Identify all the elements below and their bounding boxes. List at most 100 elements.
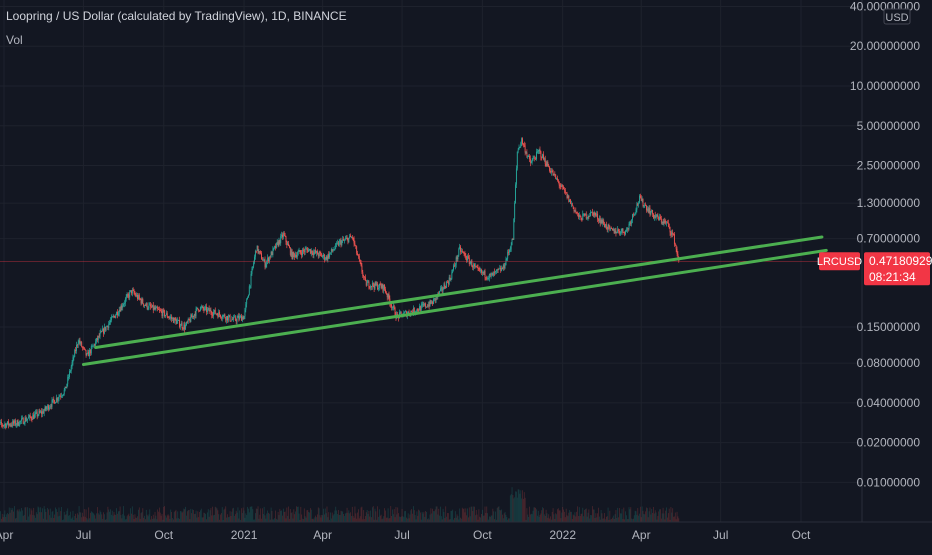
volume-bar [241, 508, 242, 522]
volume-bar [8, 514, 9, 522]
candle-body [423, 304, 424, 305]
candle-body [8, 421, 9, 425]
volume-bar [280, 511, 281, 522]
candle-body [111, 317, 112, 320]
volume-bar [375, 511, 376, 522]
candle-body [489, 274, 490, 278]
candle-body [575, 211, 576, 213]
volume-bar [598, 508, 599, 522]
candle-body [191, 315, 192, 317]
candle-body [534, 158, 535, 159]
candle-body [193, 316, 194, 317]
candle-body [654, 215, 655, 218]
candle-body [16, 424, 17, 425]
volume-bar [30, 515, 31, 522]
volume-bar [250, 507, 251, 522]
volume-bar [599, 517, 600, 522]
volume-bar [279, 509, 280, 522]
volume-bar [32, 510, 33, 522]
volume-bar [188, 510, 189, 522]
candle-body [328, 254, 329, 257]
candle-body [205, 307, 206, 308]
volume-bar [181, 511, 182, 522]
candle-body [522, 138, 523, 144]
volume-bar [189, 510, 190, 522]
volume-bar [455, 511, 456, 522]
volume-bar [631, 519, 632, 522]
volume-bar [635, 511, 636, 522]
candle-body [455, 265, 456, 266]
volume-bar [646, 508, 647, 522]
volume-bar [630, 507, 631, 522]
candle-body [372, 283, 373, 287]
candle-body [210, 310, 211, 313]
volume-bar [348, 513, 349, 522]
candle-body [93, 346, 94, 347]
candle-body [501, 268, 502, 271]
candle-body [265, 260, 266, 268]
volume-bar [227, 514, 228, 522]
volume-bar [137, 516, 138, 522]
candle-body [217, 314, 218, 317]
candle-body [23, 418, 24, 424]
volume-bar [520, 490, 521, 522]
volume-bar [54, 515, 55, 522]
volume-bar [393, 514, 394, 522]
candle-body [568, 196, 569, 202]
candle-body [464, 253, 465, 254]
volume-bar [112, 511, 113, 522]
candle-body [63, 394, 64, 395]
volume-bar [103, 512, 104, 522]
candle-body [475, 266, 476, 267]
candle-body [519, 147, 520, 150]
candle-body [83, 347, 84, 348]
volume-bar [360, 516, 361, 522]
volume-bar [305, 516, 306, 522]
candle-body [429, 305, 430, 307]
candle-body [123, 304, 124, 306]
candle-body [493, 272, 494, 276]
candle-body [88, 352, 89, 356]
candle-body [545, 158, 546, 163]
candle-body [491, 274, 492, 275]
candle-body [190, 315, 191, 322]
candle-body [166, 313, 167, 315]
volume-bar [380, 516, 381, 522]
volume-bar [36, 512, 37, 522]
volume-bar [431, 513, 432, 522]
candle-body [207, 309, 208, 312]
volume-bar [523, 499, 524, 522]
volume-bar [69, 515, 70, 522]
candle-body [514, 203, 515, 219]
volume-bar [459, 508, 460, 522]
volume-bar [147, 515, 148, 522]
candle-body [393, 306, 394, 308]
candle-body [667, 223, 668, 224]
volume-bar [603, 518, 604, 522]
candle-body [444, 285, 445, 288]
candle-body [274, 246, 275, 248]
candle-body [577, 213, 578, 214]
candle-body [401, 312, 402, 314]
candle-body [219, 312, 220, 315]
volume-bar [428, 518, 429, 522]
candle-body [226, 316, 227, 320]
candle-body [323, 255, 324, 257]
candle-body [278, 242, 279, 246]
volume-bar [265, 519, 266, 522]
volume-bar [203, 517, 204, 522]
candle-body [638, 203, 639, 205]
candle-body [382, 284, 383, 290]
candle-body [523, 144, 524, 145]
volume-bar [524, 492, 525, 522]
volume-bar [580, 516, 581, 522]
volume-bar [90, 513, 91, 522]
candle-body [659, 217, 660, 220]
volume-bar [673, 517, 674, 522]
candle-body [153, 305, 154, 310]
candle-body [282, 235, 283, 238]
candle-body [595, 215, 596, 216]
candle-body [484, 271, 485, 274]
